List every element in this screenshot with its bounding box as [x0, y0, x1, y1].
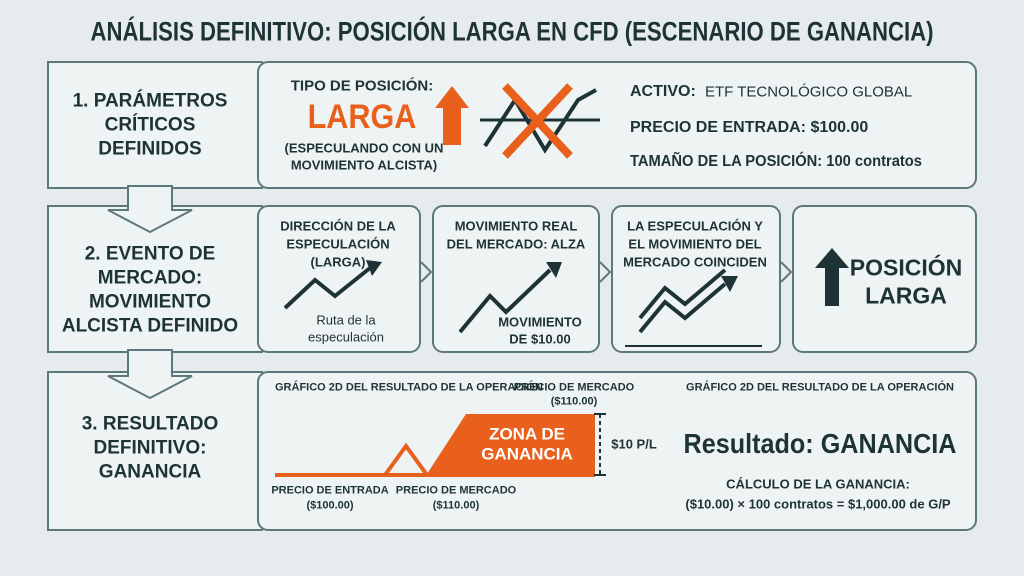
step-label: DEFINIDOS: [98, 138, 202, 160]
step-label: CRÍTICOS: [104, 114, 196, 136]
param-label: TIPO DE POSICIÓN:: [290, 77, 434, 95]
calc-label: CÁLCULO DE LA GANANCIA:: [726, 476, 910, 492]
param-value: TAMAÑO DE LA POSICIÓN: 100 contratos: [630, 153, 922, 170]
step-label: 1. PARÁMETROS: [72, 90, 228, 112]
card-title: DIRECCIÓN DE LA: [280, 218, 396, 234]
step-label: MOVIMIENTO: [88, 291, 212, 313]
card-caption: DE $10.00: [509, 331, 571, 347]
profit-zone: [425, 414, 595, 477]
chart-label: ($110.00): [432, 499, 480, 512]
position-type: LARGA: [307, 98, 417, 136]
step-label: 3. RESULTADO: [81, 413, 219, 435]
card-title: MOVIMIENTO REAL: [454, 218, 578, 234]
chevron: [420, 261, 433, 283]
card: [792, 205, 977, 353]
step-label: DEFINITIVO:: [93, 437, 207, 459]
chart-title: GRÁFICO 2D DEL RESULTADO DE LA OPERACIÓN: [275, 381, 543, 394]
card-caption: Ruta de la: [316, 312, 376, 328]
step-label: 2. EVENTO DE: [84, 243, 216, 265]
panel: [257, 61, 977, 189]
param-value: ETF TECNOLÓGICO GLOBAL: [705, 83, 913, 101]
chart-label: ($110.00): [550, 395, 598, 408]
arrow-head: [721, 276, 738, 292]
param-label: ACTIVO:: [630, 83, 696, 100]
card-title: (LARGA): [310, 254, 366, 270]
chevron: [599, 261, 612, 283]
zone-label: ZONA DE: [489, 424, 565, 444]
card-title: DEL MERCADO: ALZA: [446, 236, 586, 252]
pl-label: $10 P/L: [611, 436, 657, 452]
title: ANÁLISIS DEFINITIVO: POSICIÓN LARGA EN C…: [90, 16, 934, 47]
outcome: Resultado: GANANCIA: [683, 428, 957, 459]
step-label: MERCADO:: [97, 267, 203, 289]
arrow-head: [546, 262, 562, 278]
down-arrow: [107, 185, 193, 234]
cross-icon: [502, 83, 573, 159]
up-arrow-icon: [815, 248, 849, 306]
trend-icon: [283, 266, 372, 310]
step-label: GANANCIA: [98, 461, 202, 483]
chart-label: PRECIO DE ENTRADA: [271, 484, 389, 497]
arrow-head: [366, 260, 382, 276]
card-caption: especulación: [308, 329, 384, 345]
calc: ($10.00) × 100 contratos = $1,000.00 de …: [685, 496, 951, 512]
chart-label: PRECIO DE MERCADO: [395, 484, 517, 497]
chart-title: GRÁFICO 2D DEL RESULTADO DE LA OPERACIÓN: [686, 381, 954, 394]
card: [257, 205, 421, 353]
trend-icon: [638, 282, 727, 334]
chevron: [780, 261, 793, 283]
price-peak: [383, 442, 429, 477]
card-caption: MOVIMIENTO: [498, 314, 582, 330]
card-title: MERCADO COINCIDEN: [623, 254, 767, 270]
trend-icon: [638, 268, 727, 320]
card-title: POSICIÓN: [849, 254, 963, 281]
chart-label: ($100.00): [306, 499, 354, 512]
param-value: PRECIO DE ENTRADA: $100.00: [630, 119, 869, 136]
up-arrow-icon: [435, 86, 469, 145]
chart-label: PRECIO DE MERCADO: [513, 381, 635, 394]
down-arrow: [107, 349, 193, 400]
card-title: LARGA: [865, 282, 947, 309]
card-title: EL MOVIMIENTO DEL: [628, 236, 762, 252]
param-note: (ESPECULANDO CON UN: [284, 140, 444, 156]
step-label: ALCISTA DEFINIDO: [61, 315, 239, 337]
card-title: LA ESPECULACIÓN Y: [627, 218, 763, 234]
trend-icon: [458, 268, 552, 334]
panel: [257, 371, 977, 531]
card-title: ESPECULACIÓN: [286, 236, 390, 252]
zone-label: GANANCIA: [481, 444, 573, 464]
param-note: MOVIMIENTO ALCISTA): [290, 157, 438, 173]
icon-line: [483, 88, 597, 154]
